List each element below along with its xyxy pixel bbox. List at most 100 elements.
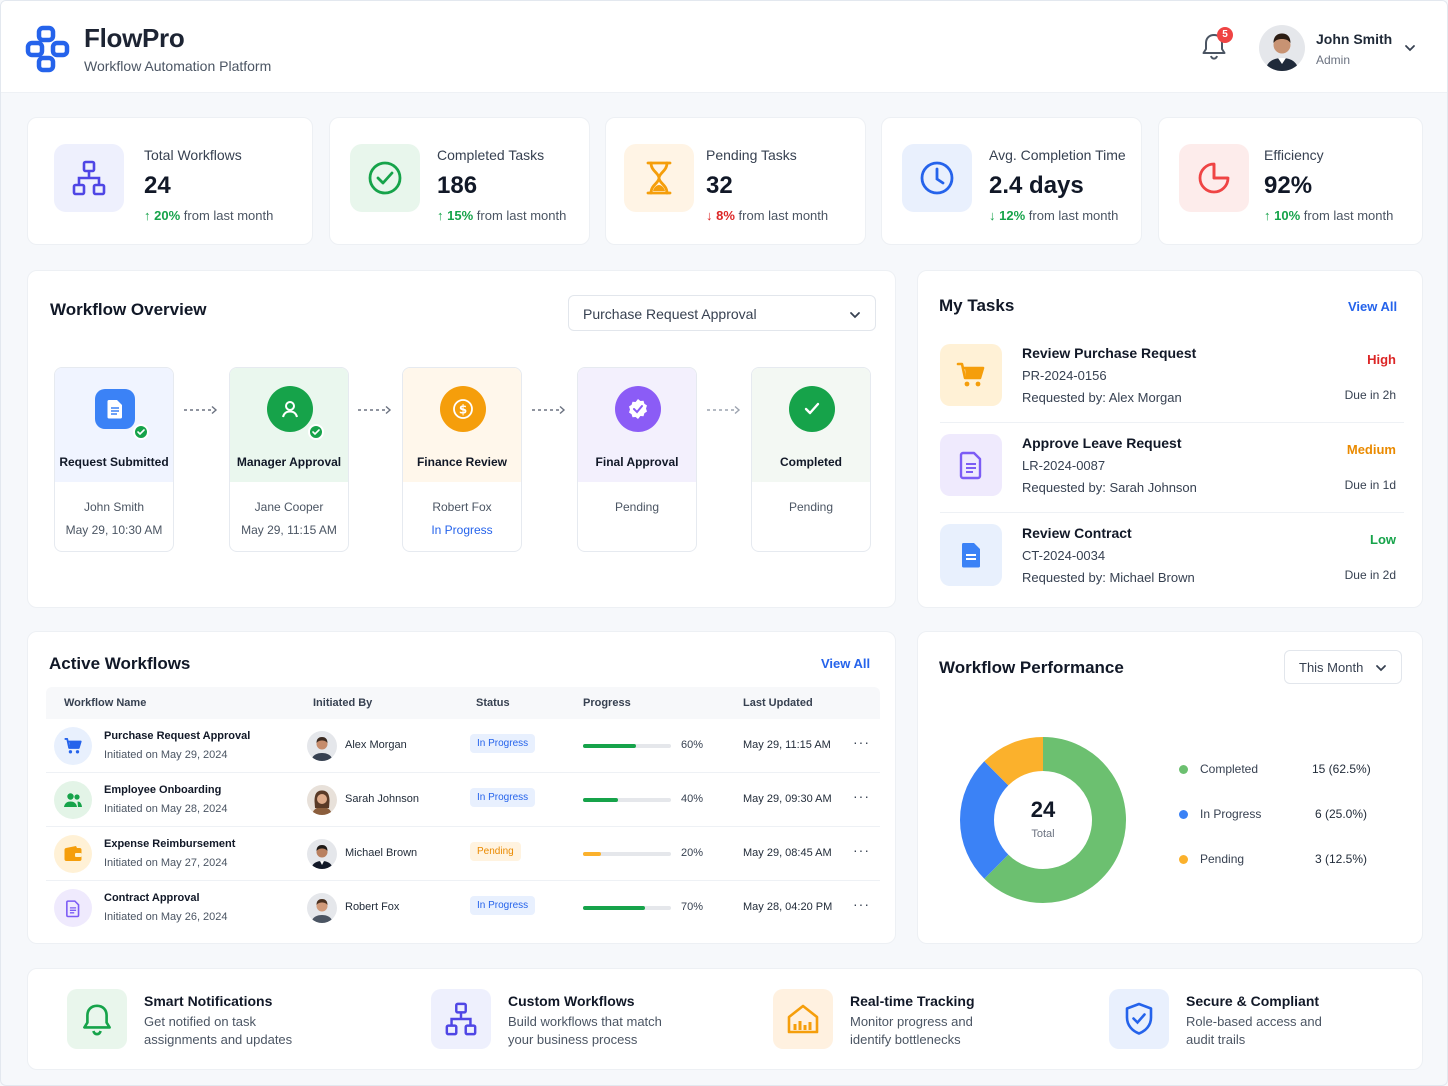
wallet-icon (54, 835, 92, 873)
workflow-step-completed[interactable]: Completed Pending (751, 367, 871, 552)
progress-bar (583, 852, 671, 856)
flowpro-logo-icon (25, 25, 70, 73)
workflow-performance-card: Workflow Performance This Month 24 Total… (917, 631, 1423, 944)
task-priority: High (1367, 352, 1396, 367)
workflow-step-manager-approval[interactable]: Manager Approval Jane Cooper May 29, 11:… (229, 367, 349, 552)
table-row[interactable]: Employee Onboarding Initiated on May 28,… (46, 773, 880, 827)
workflow-step-final-approval[interactable]: Final Approval Pending (577, 367, 697, 552)
stat-value: 2.4 days (989, 172, 1084, 199)
stat-change-percent: 10% (1274, 208, 1301, 223)
stat-change-text: from last month (1025, 208, 1119, 223)
step-person: Robert Fox (432, 500, 492, 514)
table-row[interactable]: Expense Reimbursement Initiated on May 2… (46, 827, 880, 881)
document-icon (95, 389, 135, 429)
progress-percent: 20% (681, 847, 704, 859)
donut-slice-pending (984, 737, 1044, 786)
more-options-icon[interactable]: ··· (853, 788, 870, 804)
feature-title: Custom Workflows (508, 993, 635, 1009)
status-badge: In Progress (470, 788, 536, 807)
legend-dot (1179, 855, 1188, 864)
avatar (307, 785, 337, 815)
contract-document-icon (940, 524, 1002, 586)
step-name: Final Approval (595, 455, 679, 469)
task-requester: Requested by: Michael Brown (1022, 570, 1195, 585)
last-updated: May 28, 04:20 PM (743, 901, 833, 913)
workflow-select-value: Purchase Request Approval (583, 306, 757, 322)
task-id: PR-2024-0156 (1022, 368, 1107, 383)
table-row[interactable]: Contract Approval Initiated on May 26, 2… (46, 881, 880, 935)
step-name: Finance Review (416, 455, 508, 469)
stat-card-avg-completion: Avg. Completion Time 2.4 days ↓ 12% from… (881, 117, 1142, 245)
stat-label: Pending Tasks (706, 147, 797, 163)
step-date: May 29, 10:30 AM (65, 523, 163, 537)
donut-total: 24 (1030, 797, 1056, 822)
period-select[interactable]: This Month (1284, 650, 1402, 684)
more-options-icon[interactable]: ··· (853, 842, 870, 858)
feature-title: Real-time Tracking (850, 993, 975, 1009)
active-view-all-link[interactable]: View All (821, 656, 871, 671)
progress-fill (583, 798, 619, 802)
chevron-down-icon (1376, 665, 1386, 672)
workflow-step-finance-review[interactable]: $ Finance Review Robert Fox In Progress (402, 367, 522, 552)
task-id: LR-2024-0087 (1022, 458, 1106, 473)
performance-title: Workflow Performance (939, 658, 1124, 677)
workflow-initiated: Initiated on May 29, 2024 (104, 749, 228, 761)
users-icon (54, 781, 92, 819)
task-requester: Requested by: Sarah Johnson (1022, 480, 1197, 495)
pie-icon (1179, 144, 1249, 212)
task-item[interactable]: Review Purchase Request PR-2024-0156 Req… (940, 341, 1404, 417)
brand-name: FlowPro (84, 23, 185, 53)
progress-bar (583, 744, 671, 748)
verified-badge-icon (615, 386, 661, 432)
stat-value: 186 (437, 172, 478, 199)
task-title: Review Purchase Request (1022, 345, 1197, 361)
task-due: Due in 2d (1344, 568, 1396, 582)
progress-fill (583, 744, 636, 748)
check-circle-icon (350, 144, 420, 212)
more-options-icon[interactable]: ··· (853, 896, 870, 912)
active-workflows-card: Active Workflows View All Workflow Name … (27, 631, 896, 944)
feature-description: Role-based access and audit trails (1186, 1014, 1322, 1047)
table-row[interactable]: Purchase Request Approval Initiated on M… (46, 719, 880, 773)
chevron-down-icon[interactable] (1403, 41, 1417, 55)
user-avatar[interactable] (1259, 25, 1305, 71)
feature-description: Build workflows that match your business… (508, 1014, 662, 1047)
user-role: Admin (1316, 53, 1351, 67)
column-header: Last Updated (743, 697, 813, 709)
stat-change-text: from last month (1300, 208, 1394, 223)
status-badge: In Progress (470, 734, 536, 753)
tasks-view-all-link[interactable]: View All (1348, 299, 1398, 314)
workflow-icon (431, 989, 491, 1049)
stat-change: ↓ 12% from last month (989, 208, 1119, 223)
column-header: Workflow Name (64, 697, 147, 709)
stat-change-text: from last month (734, 208, 829, 223)
stat-value: 92% (1264, 172, 1313, 199)
shield-icon (1109, 989, 1169, 1049)
stat-change-percent: 20% (154, 208, 181, 223)
feature-title: Secure & Compliant (1186, 993, 1320, 1009)
workflow-step-request-submitted[interactable]: Request Submitted John Smith May 29, 10:… (54, 367, 174, 552)
column-header: Status (476, 697, 510, 709)
step-status: Pending (788, 500, 834, 514)
task-priority: Medium (1346, 442, 1396, 457)
dotted-arrow-icon (532, 405, 566, 415)
step-name: Manager Approval (236, 455, 342, 469)
avatar (307, 893, 337, 923)
user-icon (267, 386, 313, 432)
stat-change-percent: 12% (999, 208, 1026, 223)
task-item[interactable]: Review Contract CT-2024-0034 Requested b… (940, 521, 1404, 597)
dotted-arrow-icon (184, 405, 218, 415)
workflow-select[interactable]: Purchase Request Approval (568, 295, 876, 331)
stat-change-percent: 15% (447, 208, 474, 223)
stat-value: 32 (706, 172, 733, 199)
stat-change: ↓ 8% from last month (706, 208, 829, 223)
task-item[interactable]: Approve Leave Request LR-2024-0087 Reque… (940, 431, 1404, 507)
stat-card-efficiency: Efficiency 92% ↑ 10% from last month (1158, 117, 1423, 245)
last-updated: May 29, 09:30 AM (743, 793, 832, 805)
initiator-name: Michael Brown (345, 847, 418, 859)
feature-description: Monitor progress and identify bottleneck… (850, 1014, 973, 1047)
workflow-name: Expense Reimbursement (104, 838, 236, 850)
more-options-icon[interactable]: ··· (853, 734, 870, 750)
progress-percent: 70% (681, 901, 704, 913)
stat-label: Total Workflows (144, 147, 242, 163)
